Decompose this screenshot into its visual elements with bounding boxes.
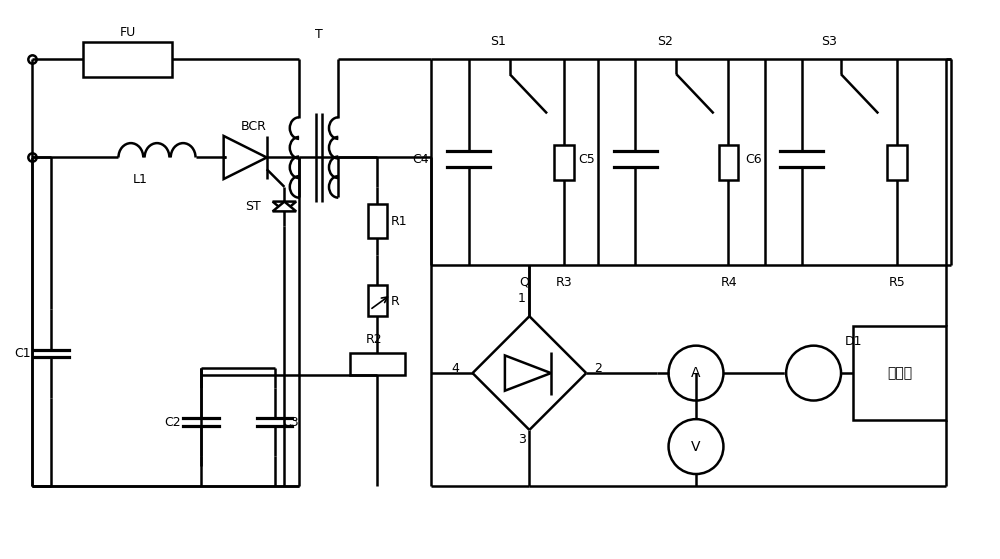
Circle shape [669, 419, 723, 474]
Text: C2: C2 [164, 415, 180, 429]
Text: L1: L1 [132, 173, 147, 186]
Text: S2: S2 [657, 35, 673, 48]
Bar [554, 145, 574, 179]
Text: 1: 1 [518, 292, 525, 305]
Circle shape [786, 345, 841, 401]
Text: C3: C3 [282, 415, 299, 429]
Text: S1: S1 [490, 35, 506, 48]
Text: S3: S3 [821, 35, 837, 48]
Text: 3: 3 [518, 433, 525, 446]
Text: D1: D1 [845, 335, 862, 348]
Bar [368, 285, 387, 316]
Text: R1: R1 [391, 215, 408, 228]
Text: R5: R5 [889, 277, 906, 290]
Text: Q: Q [520, 276, 529, 288]
Text: 2: 2 [594, 362, 602, 375]
Text: R3: R3 [556, 277, 572, 290]
Text: 4: 4 [451, 362, 459, 375]
Polygon shape [273, 202, 296, 211]
Text: 插座板: 插座板 [887, 366, 912, 380]
Bar [853, 326, 946, 420]
Text: C6: C6 [745, 153, 762, 166]
Bar [350, 353, 405, 375]
Bar [368, 204, 387, 238]
Text: R4: R4 [720, 277, 737, 290]
Text: R: R [391, 295, 400, 308]
Polygon shape [224, 136, 267, 179]
Bar [719, 145, 738, 179]
Text: C5: C5 [578, 153, 595, 166]
Text: R2: R2 [366, 333, 382, 346]
Bar [887, 145, 907, 179]
Text: ST: ST [245, 200, 261, 213]
Circle shape [669, 345, 723, 401]
Text: V: V [691, 439, 701, 453]
Text: A: A [691, 366, 701, 380]
Bar [83, 42, 172, 77]
Text: FU: FU [119, 26, 136, 39]
Text: BCR: BCR [240, 120, 266, 132]
Text: C4: C4 [412, 153, 428, 166]
Text: T: T [315, 29, 323, 41]
Polygon shape [273, 202, 296, 211]
Text: C1: C1 [14, 347, 31, 360]
Polygon shape [505, 356, 551, 391]
